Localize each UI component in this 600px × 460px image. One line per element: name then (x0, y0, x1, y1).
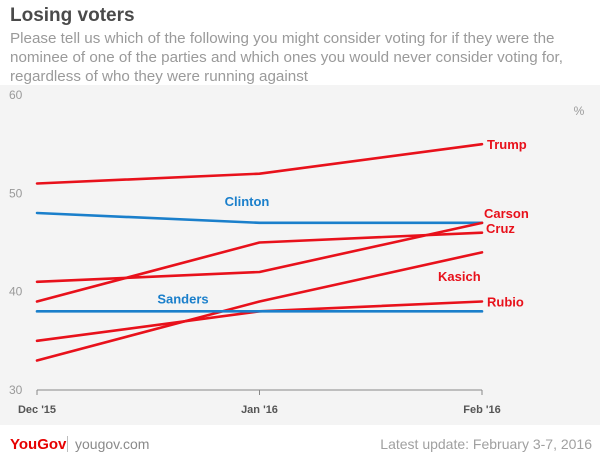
series-line-kasich (35, 251, 484, 362)
x-tick-label: Feb '16 (463, 404, 500, 416)
x-tick-label: Jan '16 (241, 404, 278, 416)
site-link[interactable]: yougov.com (75, 436, 150, 452)
y-tick-label: 40 (9, 285, 23, 299)
yougov-logo: YouGov (10, 436, 67, 453)
y-axis-unit: % (574, 104, 585, 118)
series-line-carson (35, 221, 484, 284)
latest-update: Latest update: February 3-7, 2016 (380, 436, 592, 452)
series-label-cruz: Cruz (486, 221, 515, 236)
footer-divider (67, 436, 68, 452)
x-tick-label: Dec '15 (18, 404, 56, 416)
series-line-trump (35, 142, 484, 185)
y-tick-label: 60 (9, 88, 23, 102)
series-line-clinton (35, 211, 484, 225)
series-label-sanders: Sanders (157, 292, 208, 307)
line-chart: 30 40 50 60 Dec '15 Jan '16 Feb '16 Trump Clint… (9, 88, 585, 416)
y-tick-label: 30 (9, 383, 23, 397)
chart-title: Losing voters (10, 5, 135, 26)
y-tick-label: 50 (9, 186, 23, 200)
series-label-clinton: Clinton (225, 194, 270, 209)
series-label-trump: Trump (487, 137, 527, 152)
series-label-carson: Carson (484, 206, 529, 221)
series-line-cruz (35, 231, 484, 303)
chart-area: 30 40 50 60 Dec '15 Jan '16 Feb '16 Trump Clint… (0, 85, 600, 425)
series-line-rubio (35, 300, 484, 343)
footer: YouGov yougov.com Latest update: Februar… (0, 425, 600, 460)
chart-subtitle: Please tell us which of the following yo… (10, 30, 564, 85)
series-label-rubio: Rubio (487, 295, 524, 310)
series-label-kasich: Kasich (438, 269, 481, 284)
